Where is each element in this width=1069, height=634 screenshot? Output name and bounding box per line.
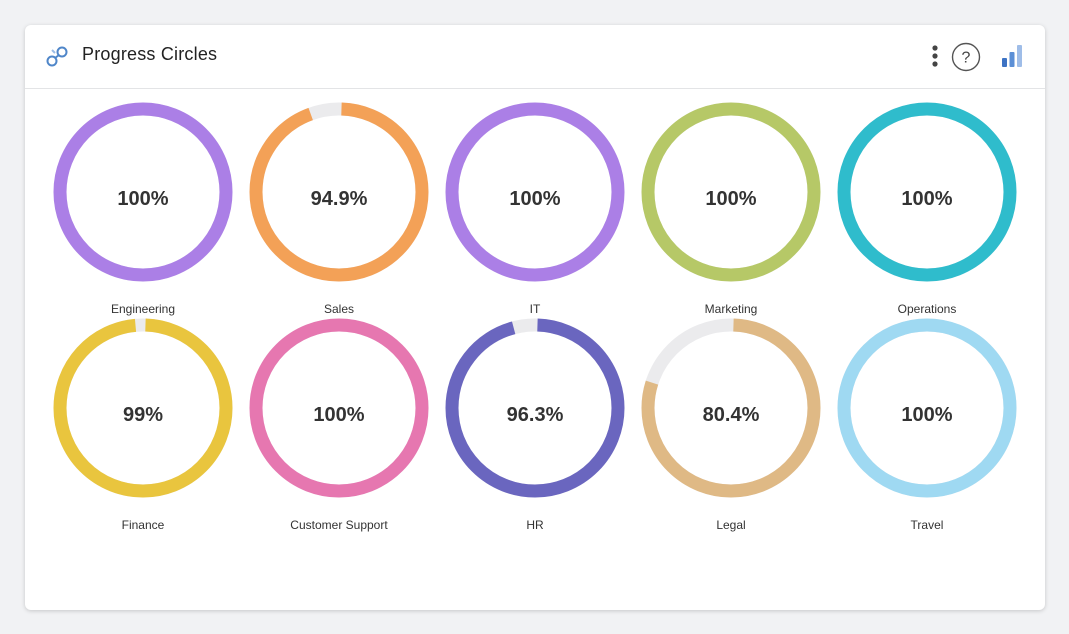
progress-ring-legal[interactable]: 80.4% Legal — [633, 317, 829, 533]
ring-label: Operations — [897, 302, 957, 316]
ring-percent-value: 100% — [313, 404, 365, 426]
progress-ring-customer-support[interactable]: 100% Customer Support — [241, 317, 437, 533]
ring-label: Travel — [910, 518, 944, 532]
ring-progress-arc — [837, 102, 1017, 282]
ring-progress-arc — [53, 318, 233, 498]
progress-ring-hr[interactable]: 96.3% HR — [437, 317, 633, 533]
ring-label: Sales — [323, 302, 355, 316]
ring-label: IT — [529, 302, 541, 316]
ring-graphic — [641, 102, 821, 282]
ring-graphic — [53, 102, 233, 282]
progress-ring-operations[interactable]: 100% Operations — [829, 101, 1025, 317]
ring-progress-arc — [249, 318, 429, 498]
progress-ring-sales[interactable]: 94.9% Sales — [241, 101, 437, 317]
help-glyph: ? — [962, 50, 971, 67]
ring-progress-arc — [641, 102, 821, 282]
ring-graphic — [53, 318, 233, 498]
widget-title: Progress Circles — [82, 44, 218, 64]
ring-label: Customer Support — [290, 518, 388, 532]
help-circle-icon[interactable]: ? — [951, 42, 981, 72]
ring-percent-value: 96.3% — [506, 404, 564, 426]
ring-graphic — [249, 318, 429, 498]
more-vertical-icon[interactable] — [925, 43, 945, 71]
progress-ring-travel[interactable]: 100% Travel — [829, 317, 1025, 533]
progress-ring-marketing[interactable]: 100% Marketing — [633, 101, 829, 317]
ring-progress-arc — [53, 102, 233, 282]
widget-header: Progress Circles ? — [25, 25, 1045, 89]
link-nodes-icon — [46, 46, 68, 67]
ring-label: Marketing — [704, 302, 758, 316]
bar-chart-icon[interactable] — [999, 43, 1025, 69]
ring-graphic — [837, 102, 1017, 282]
progress-ring-finance[interactable]: 99% Finance — [45, 317, 241, 533]
ring-progress-arc — [249, 102, 429, 282]
ring-percent-value: 80.4% — [702, 404, 760, 426]
progress-ring-engineering[interactable]: 100% Engineering — [45, 101, 241, 317]
progress-ring-it[interactable]: 100% IT — [437, 101, 633, 317]
ring-percent-value: 100% — [705, 188, 757, 210]
ring-graphic — [837, 318, 1017, 498]
ring-percent-value: 100% — [901, 188, 953, 210]
ring-graphic — [445, 318, 625, 498]
ring-progress-arc — [837, 318, 1017, 498]
ring-graphic — [249, 102, 429, 282]
progress-circles-widget: Progress Circles ? 100% Engineering 94.9% S… — [25, 25, 1045, 610]
ring-progress-arc — [445, 318, 625, 498]
ring-progress-arc — [445, 102, 625, 282]
ring-percent-value: 100% — [901, 404, 953, 426]
ring-graphic — [445, 102, 625, 282]
ring-label: Legal — [716, 518, 746, 532]
ring-percent-value: 99% — [122, 404, 164, 426]
ring-graphic — [641, 318, 821, 498]
ring-label: Engineering — [110, 302, 176, 316]
ring-percent-value: 100% — [117, 188, 169, 210]
ring-label: HR — [526, 518, 544, 532]
ring-percent-value: 100% — [509, 188, 561, 210]
ring-progress-arc — [641, 318, 821, 498]
ring-percent-value: 94.9% — [310, 188, 368, 210]
ring-label: Finance — [121, 518, 165, 532]
